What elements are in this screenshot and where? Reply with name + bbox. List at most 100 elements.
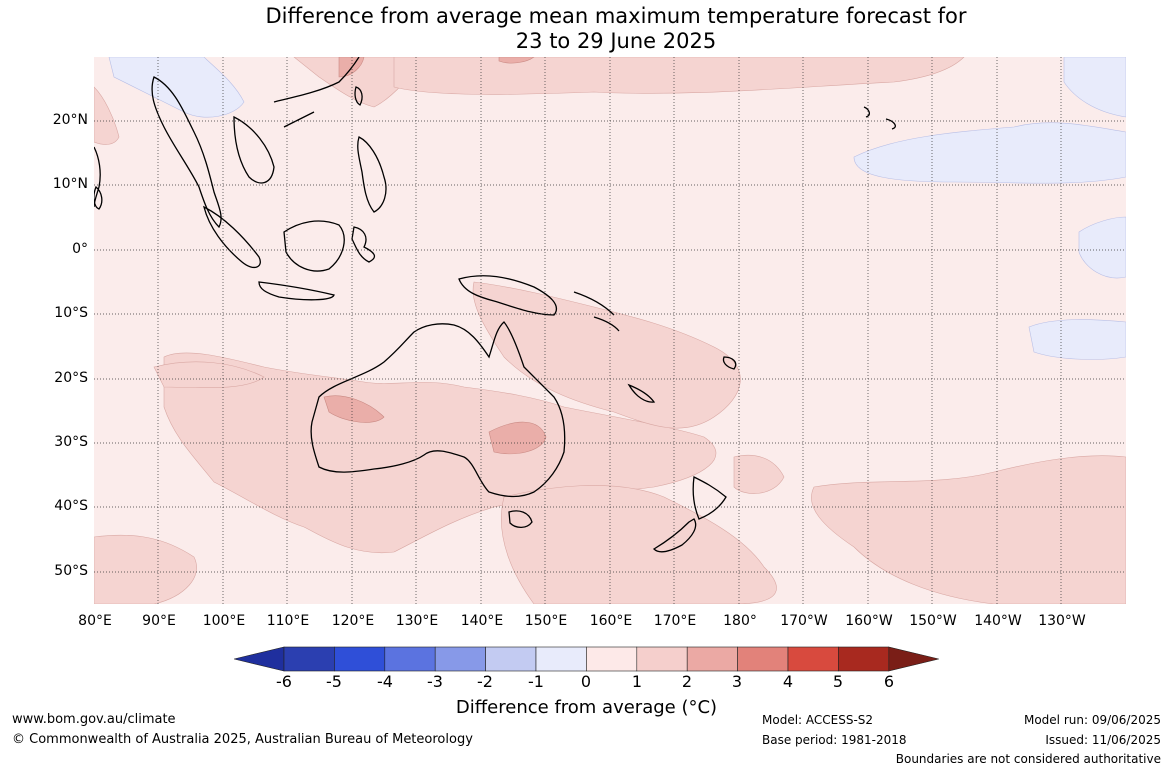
colorbar-tick: -3 xyxy=(427,672,443,691)
lon-label-130E: 130°E xyxy=(395,613,439,629)
base-period-text: Base period: 1981-2018 xyxy=(762,733,907,747)
anomaly-region-south-pacific-east xyxy=(811,455,1126,604)
solomon-islands-coastline xyxy=(573,291,620,332)
anomaly-2-to-3-regions xyxy=(323,57,547,455)
colorbar-tick: -2 xyxy=(477,672,493,691)
anomaly-region-north-pacific-cool xyxy=(853,122,1126,184)
colorbar-segment xyxy=(686,646,738,672)
hawaii-coastline xyxy=(863,106,896,130)
title-line-2: 23 to 29 June 2025 xyxy=(515,29,717,53)
colorbar-tick: 1 xyxy=(631,672,643,691)
website-link[interactable]: www.bom.gov.au/climate xyxy=(12,712,176,727)
borneo-coastline xyxy=(283,220,345,272)
new-caledonia-coastline xyxy=(627,383,656,403)
lon-label-150E: 150°E xyxy=(524,613,568,629)
lon-label-120E: 120°E xyxy=(331,613,375,629)
sri-lanka-coastline xyxy=(94,185,103,210)
anomaly-region-south-indian-ocean xyxy=(94,534,197,604)
anomaly-region-australia-inland xyxy=(163,352,717,554)
lon-label-130W: 130°W xyxy=(1038,613,1086,629)
colorbar-segment xyxy=(636,646,688,672)
new-zealand-north-coastline xyxy=(692,476,727,520)
lon-label-140W: 140°W xyxy=(974,613,1022,629)
colorbar xyxy=(234,646,939,672)
lon-label-160W: 160°W xyxy=(845,613,893,629)
colorbar-segment xyxy=(283,646,335,672)
philippines-coastline xyxy=(357,136,387,213)
tasmania-coastline xyxy=(508,510,533,529)
lat-label-50S: 50°S xyxy=(54,563,88,579)
lon-label-160E: 160°E xyxy=(589,613,633,629)
lat-label-20N: 20°N xyxy=(52,112,88,128)
lon-label-170W: 170°W xyxy=(780,613,828,629)
colorbar-tick: -6 xyxy=(276,672,292,691)
lon-label-90E: 90°E xyxy=(142,613,176,629)
colorbar-segment xyxy=(485,646,537,672)
colorbar-extension-high xyxy=(888,646,939,672)
lon-label-180: 180° xyxy=(723,613,757,629)
colorbar-label: Difference from average (°C) xyxy=(455,697,718,718)
colorbar-tick: 0 xyxy=(580,672,592,691)
colorbar-segment xyxy=(586,646,638,672)
lon-label-150W: 150°W xyxy=(909,613,957,629)
forecast-map xyxy=(94,57,1126,604)
anomaly-region-equatorial-cool xyxy=(1078,216,1126,279)
lon-label-80E: 80°E xyxy=(78,613,112,629)
sumatra-coastline xyxy=(203,205,261,269)
java-coastline xyxy=(258,281,335,301)
anomaly-region-south-pacific-cool xyxy=(1028,319,1126,360)
lon-label-140E: 140°E xyxy=(460,613,504,629)
graticule xyxy=(94,57,1126,604)
anomaly-region-western-australia-hot xyxy=(323,395,385,423)
indochina-coastline xyxy=(233,115,275,184)
lat-label-10S: 10°S xyxy=(54,305,88,321)
colorbar-segment xyxy=(838,646,890,672)
colorbar-segment xyxy=(787,646,839,672)
lat-label-40S: 40°S xyxy=(54,498,88,514)
anomaly-region-western-ocean xyxy=(153,361,265,389)
anomaly-region-tasman-sea xyxy=(501,485,777,604)
colorbar-tick: -1 xyxy=(528,672,544,691)
map-title: Difference from average mean maximum tem… xyxy=(0,4,1173,54)
new-zealand-south-coastline xyxy=(652,518,697,553)
lat-label-10N: 10°N xyxy=(52,176,88,192)
anomaly-region-asia-cool xyxy=(108,57,245,118)
anomaly-minus1-to-0-regions xyxy=(108,57,1126,360)
lon-label-170E: 170°E xyxy=(653,613,697,629)
title-line-1: Difference from average mean maximum tem… xyxy=(265,4,967,28)
colorbar-tick: -5 xyxy=(326,672,342,691)
anomaly-region-far-north-pacific xyxy=(393,57,965,95)
anomaly-1-to-2-regions xyxy=(94,57,1126,604)
colorbar-tick: 5 xyxy=(832,672,844,691)
anomaly-region-hawaii-cool xyxy=(1063,57,1126,118)
colorbar-segment xyxy=(434,646,486,672)
anomaly-region-south-asia xyxy=(94,86,120,145)
colorbar-tick: 6 xyxy=(883,672,895,691)
colorbar-segment xyxy=(334,646,386,672)
mainland-southeast-asia-coastline xyxy=(151,76,222,229)
australia-coastline xyxy=(310,321,566,498)
lat-label-30S: 30°S xyxy=(54,434,88,450)
fiji-coastline xyxy=(722,356,737,370)
lat-label-20S: 20°S xyxy=(54,370,88,386)
sulawesi-coastline xyxy=(351,226,376,263)
colorbar-tick: -4 xyxy=(377,672,393,691)
colorbar-segment xyxy=(737,646,789,672)
lon-label-100E: 100°E xyxy=(202,613,246,629)
model-text: Model: ACCESS-S2 xyxy=(762,713,874,727)
issued-text: Issued: 11/06/2025 xyxy=(1045,733,1161,747)
colorbar-tick: 3 xyxy=(731,672,743,691)
taiwan-coastline xyxy=(354,86,363,106)
anomaly-region-south-pacific-mid xyxy=(733,454,785,494)
colorbar-tick: 4 xyxy=(782,672,794,691)
anomaly-region-arabian-hot xyxy=(498,57,535,64)
colorbar-extension-low xyxy=(234,646,285,672)
colorbar-tick: 2 xyxy=(681,672,693,691)
colorbar-segment xyxy=(384,646,436,672)
anomaly-region-central-australia-hot xyxy=(488,421,547,455)
boundaries-note: Boundaries are not considered authoritat… xyxy=(895,752,1161,766)
anomaly-region-coral-sea xyxy=(472,281,741,429)
model-run-text: Model run: 09/06/2025 xyxy=(1023,713,1161,727)
colorbar-segment xyxy=(535,646,587,672)
china-coastline xyxy=(273,57,360,128)
